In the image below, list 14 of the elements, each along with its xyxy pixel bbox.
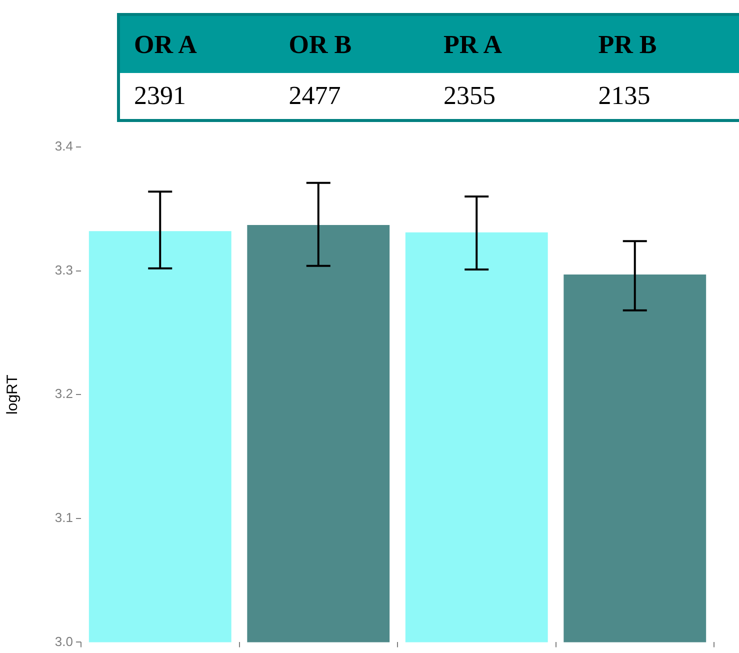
y-tick-label: 3.0: [54, 634, 73, 649]
y-tick-label: 3.2: [54, 386, 73, 402]
y-tick-label: 3.1: [54, 510, 73, 525]
y-tick-label: 3.4: [54, 138, 73, 154]
data-label: 2135: [597, 81, 652, 111]
y-axis-title: logRT: [4, 374, 22, 414]
y-tick-label: 3.3: [54, 262, 73, 278]
category-label: OR A: [133, 30, 198, 60]
data-label: 2391: [133, 81, 187, 111]
category-label: PR A: [442, 30, 503, 60]
category-label: PR B: [597, 30, 658, 60]
data-label: 2355: [442, 81, 496, 111]
category-label: OR B: [288, 30, 353, 60]
data-label: 2477: [288, 81, 342, 111]
